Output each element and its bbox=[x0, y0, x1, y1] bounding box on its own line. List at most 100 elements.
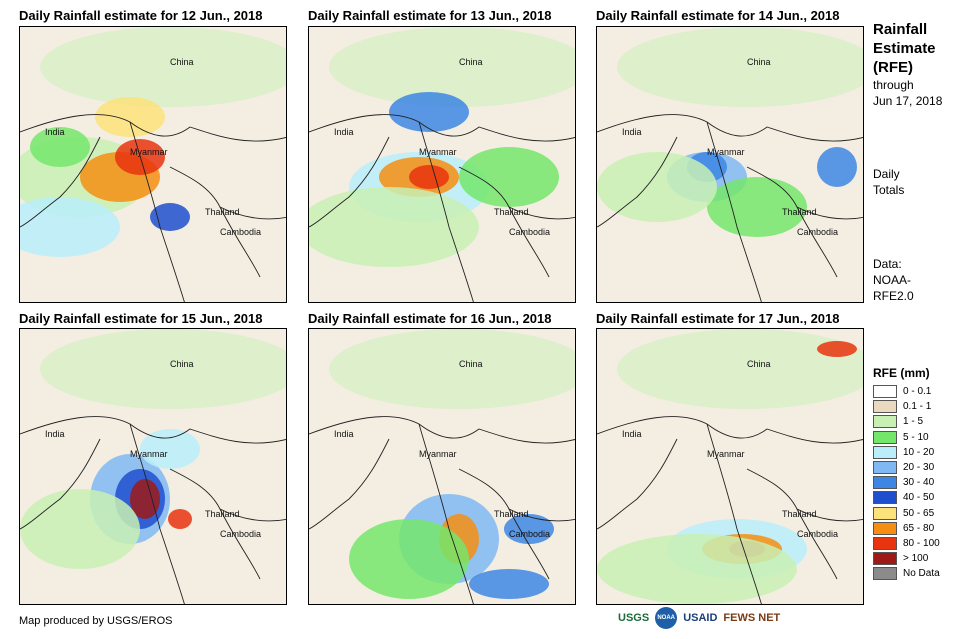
legend-swatch bbox=[873, 552, 897, 566]
agency-logos: USGS NOAA USAID FEWS NET bbox=[618, 607, 780, 629]
country-label-india: India bbox=[45, 127, 65, 137]
legend-item: 0 - 0.1 bbox=[873, 384, 940, 399]
legend-label: 0.1 - 1 bbox=[903, 401, 932, 413]
panel-title-12: Daily Rainfall estimate for 12 Jun., 201… bbox=[19, 8, 263, 23]
country-label-cambodia: Cambodia bbox=[797, 227, 839, 237]
rainfall-map bbox=[309, 27, 575, 302]
border-line bbox=[706, 121, 762, 302]
country-label-myanmar: Myanmar bbox=[419, 147, 457, 157]
country-label-india: India bbox=[334, 429, 354, 439]
rain-area bbox=[329, 27, 575, 107]
rain-area bbox=[617, 27, 863, 107]
rain-area bbox=[40, 27, 286, 107]
rain-area bbox=[20, 489, 140, 569]
country-label-cambodia: Cambodia bbox=[509, 529, 551, 539]
rain-area bbox=[504, 514, 554, 544]
border-line bbox=[597, 438, 678, 530]
panel-title-14: Daily Rainfall estimate for 14 Jun., 201… bbox=[596, 8, 840, 23]
panel-title-15: Daily Rainfall estimate for 15 Jun., 201… bbox=[19, 311, 263, 326]
country-label-india: India bbox=[334, 127, 354, 137]
legend-item: 20 - 30 bbox=[873, 460, 940, 475]
border-line bbox=[597, 416, 863, 444]
legend-label: 10 - 20 bbox=[903, 446, 935, 458]
country-label-thailand: Thailand bbox=[782, 509, 817, 519]
legend-swatch bbox=[873, 536, 897, 550]
border-line bbox=[418, 423, 474, 604]
border-line bbox=[508, 508, 575, 522]
sidebar-daily-line2: Totals bbox=[873, 183, 905, 197]
rainfall-map bbox=[597, 27, 863, 302]
country-label-myanmar: Myanmar bbox=[419, 449, 457, 459]
map-panel-17: China India Myanmar Thailand Cambodia bbox=[596, 328, 864, 605]
legend-label: No Data bbox=[903, 568, 940, 580]
country-label-thailand: Thailand bbox=[782, 207, 817, 217]
border-line bbox=[129, 121, 185, 302]
usaid-logo: USAID bbox=[683, 612, 718, 624]
country-label-india: India bbox=[622, 429, 642, 439]
rain-area bbox=[20, 197, 120, 257]
border-line bbox=[20, 136, 101, 228]
border-line bbox=[508, 206, 575, 220]
border-line bbox=[309, 416, 575, 444]
country-label-cambodia: Cambodia bbox=[797, 529, 839, 539]
border-line bbox=[20, 416, 286, 444]
border-line bbox=[597, 114, 863, 142]
legend-item: 1 - 5 bbox=[873, 414, 940, 429]
rain-area bbox=[459, 147, 559, 207]
map-credit: Map produced by USGS/EROS bbox=[19, 615, 173, 627]
border-line bbox=[129, 423, 185, 604]
border-line bbox=[309, 438, 390, 530]
legend-swatch bbox=[873, 476, 897, 490]
rain-area bbox=[469, 569, 549, 599]
legend-item: 0.1 - 1 bbox=[873, 399, 940, 414]
legend-label: 1 - 5 bbox=[903, 416, 924, 428]
legend-label: 80 - 100 bbox=[903, 537, 940, 549]
country-label-myanmar: Myanmar bbox=[707, 449, 745, 459]
country-label-india: India bbox=[45, 429, 65, 439]
map-panel-13: China India Myanmar Thailand Cambodia bbox=[308, 26, 576, 303]
sidebar-data-source: Data: NOAA- RFE2.0 bbox=[873, 256, 914, 304]
map-panel-14: China India Myanmar Thailand Cambodia bbox=[596, 26, 864, 303]
legend-swatch bbox=[873, 385, 897, 399]
legend: 0 - 0.1 0.1 - 1 1 - 5 5 - 10 10 - 20 20 - 30 3… bbox=[873, 384, 940, 581]
border-line bbox=[418, 121, 474, 302]
sidebar-data-line2: NOAA- bbox=[873, 273, 912, 287]
rainfall-map bbox=[20, 329, 286, 604]
rain-area bbox=[409, 165, 449, 189]
country-label-india: India bbox=[622, 127, 642, 137]
map-panel-15: China India Myanmar Thailand Cambodia bbox=[19, 328, 287, 605]
usgs-logo: USGS bbox=[618, 612, 650, 624]
country-label-china: China bbox=[747, 359, 771, 369]
country-label-myanmar: Myanmar bbox=[130, 449, 168, 459]
country-label-myanmar: Myanmar bbox=[130, 147, 168, 157]
rain-area bbox=[95, 97, 165, 137]
rain-area bbox=[707, 177, 807, 237]
rain-area bbox=[329, 329, 575, 409]
legend-label: 5 - 10 bbox=[903, 431, 929, 443]
rain-area bbox=[150, 203, 190, 231]
country-label-myanmar: Myanmar bbox=[707, 147, 745, 157]
country-label-cambodia: Cambodia bbox=[509, 227, 551, 237]
panel-title-17: Daily Rainfall estimate for 17 Jun., 201… bbox=[596, 311, 840, 326]
legend-label: 65 - 80 bbox=[903, 522, 935, 534]
rain-area bbox=[168, 509, 192, 529]
rain-area bbox=[309, 187, 479, 267]
legend-item: 80 - 100 bbox=[873, 536, 940, 551]
country-label-thailand: Thailand bbox=[205, 509, 240, 519]
country-label-china: China bbox=[170, 57, 194, 67]
legend-label: 30 - 40 bbox=[903, 477, 935, 489]
legend-label: 40 - 50 bbox=[903, 492, 935, 504]
sidebar-title-line1: Rainfall bbox=[873, 21, 928, 38]
legend-swatch bbox=[873, 461, 897, 475]
border-line bbox=[20, 114, 286, 142]
sidebar-daily: Daily Totals bbox=[873, 166, 904, 198]
legend-label: 50 - 65 bbox=[903, 507, 935, 519]
rain-area bbox=[597, 152, 717, 222]
sidebar-through: through bbox=[873, 78, 914, 92]
border-line bbox=[796, 508, 863, 522]
country-label-cambodia: Cambodia bbox=[220, 529, 262, 539]
rain-area bbox=[817, 147, 857, 187]
country-label-china: China bbox=[459, 57, 483, 67]
rain-area bbox=[130, 479, 160, 519]
legend-swatch bbox=[873, 415, 897, 429]
